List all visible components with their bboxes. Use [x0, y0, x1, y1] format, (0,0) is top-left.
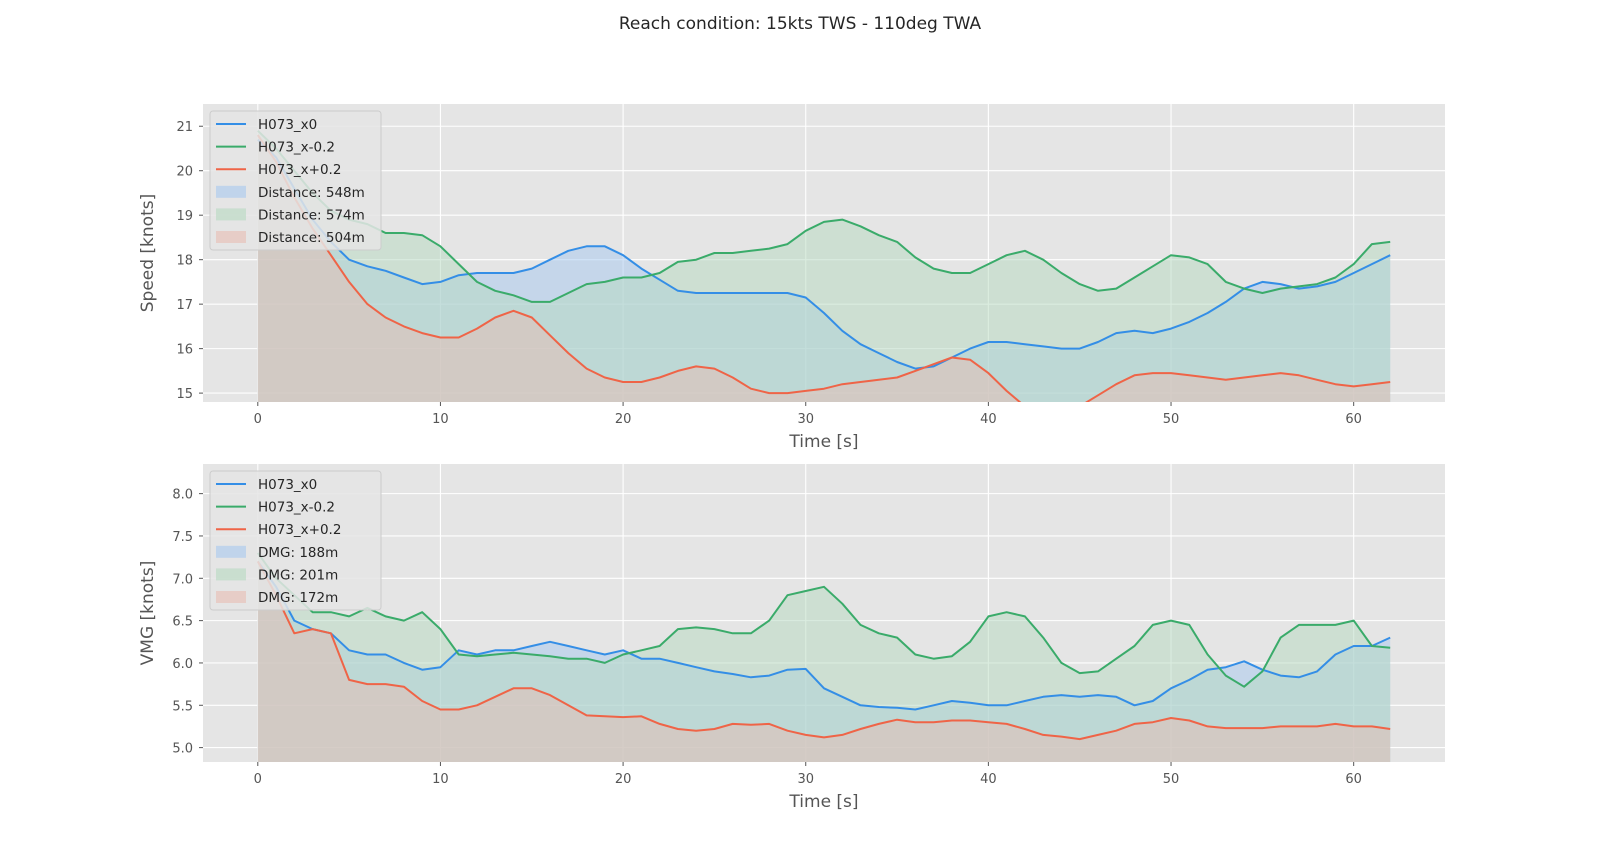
- vmg-series-group: [256, 552, 1391, 762]
- speed-xtick-label: 10: [432, 412, 449, 427]
- vmg-legend-frame: [209, 470, 382, 611]
- vmg-ytick-label: 7.5: [172, 530, 193, 545]
- vmg-legend-swatch-area: [216, 591, 246, 603]
- speed-ytick-label: 15: [176, 387, 193, 402]
- vmg-ytick-label: 6.5: [172, 615, 193, 630]
- vmg-ylabel: VMG [knots]: [138, 561, 158, 666]
- speed-line-2: [256, 134, 1391, 402]
- speed-legend-entry: Distance: 548m: [258, 185, 365, 201]
- speed-ytick-label: 17: [176, 298, 193, 313]
- vmg-ytick-label: 6.0: [172, 657, 193, 672]
- speed-xtick-label: 0: [254, 412, 262, 427]
- speed-line-0: [257, 138, 1391, 370]
- vmg-legend-entry: H073_x-0.2: [258, 500, 335, 516]
- speed-xtick-label: 30: [797, 412, 814, 427]
- speed-xtick-label: 40: [980, 412, 997, 427]
- speed-legend-frame: [209, 110, 382, 251]
- speed-ylabel: Speed [knots]: [138, 194, 158, 313]
- vmg-line-0: [256, 560, 1391, 711]
- vmg-xtick-label: 20: [615, 772, 632, 787]
- vmg-legend-entry: DMG: 172m: [258, 590, 338, 606]
- vmg-line-1: [256, 552, 1391, 688]
- vmg-legend-entry: DMG: 201m: [258, 567, 338, 583]
- speed-series-group: [256, 129, 1391, 402]
- vmg-ytick-label: 5.5: [172, 699, 193, 714]
- vmg-line-2: [256, 560, 1391, 741]
- vmg-xtick-label: 0: [254, 772, 262, 787]
- figure-title: Reach condition: 15kts TWS - 110deg TWA: [618, 14, 982, 34]
- speed-legend-entry: Distance: 504m: [258, 230, 365, 246]
- speed-ytick-label: 20: [176, 165, 193, 180]
- vmg-xtick-label: 10: [432, 772, 449, 787]
- vmg-legend-swatch-area: [216, 568, 246, 581]
- speed-legend-swatch-area: [216, 185, 246, 198]
- vmg-legend: H073_x0 H073_x-0.2 H073_x+0.2 DMG: 188m DMG:…: [209, 470, 382, 611]
- speed-xtick-label: 60: [1345, 412, 1362, 427]
- speed-area-2: [257, 135, 1391, 402]
- vmg-area-2: [257, 561, 1391, 762]
- speed-xlabel: Time [s]: [788, 432, 858, 452]
- vmg-ytick-label: 8.0: [172, 488, 193, 503]
- speed-xtick-label: 50: [1163, 412, 1180, 427]
- speed-legend-entry: H073_x+0.2: [258, 162, 341, 178]
- vmg-xtick-label: 30: [797, 772, 814, 787]
- speed-legend-swatch-area: [216, 208, 246, 221]
- speed-legend: H073_x0 H073_x-0.2 H073_x+0.2 Distance: 548…: [209, 110, 382, 251]
- vmg-legend-entry: H073_x0: [258, 477, 317, 493]
- vmg-ytick-label: 5.0: [172, 742, 193, 757]
- speed-ytick-label: 18: [176, 254, 193, 269]
- speed-ytick-label: 19: [176, 209, 193, 224]
- speed-panel: 0 10 20 30 40 50 60 15 16 17 18 19 20 21 Time [s] Speed…: [138, 104, 1445, 452]
- vmg-xtick-label: 60: [1345, 772, 1362, 787]
- speed-legend-entry: Distance: 574m: [258, 207, 365, 223]
- speed-xtick-label: 20: [615, 412, 632, 427]
- speed-ytick-label: 21: [176, 120, 193, 135]
- speed-line-1: [257, 129, 1391, 303]
- vmg-legend-swatch-area: [216, 545, 246, 558]
- speed-ytick-label: 16: [176, 343, 193, 358]
- vmg-legend-entry: DMG: 188m: [258, 545, 338, 561]
- speed-legend-entry: H073_x0: [258, 117, 317, 133]
- vmg-ytick-label: 7.0: [172, 572, 193, 587]
- vmg-xtick-label: 40: [980, 772, 997, 787]
- vmg-xtick-label: 50: [1163, 772, 1180, 787]
- vmg-panel: 0 10 20 30 40 50 60 5.0 5.5 6.0 6.5 7.0 7.5 8.0 Time […: [138, 464, 1445, 812]
- speed-legend-entry: H073_x-0.2: [258, 140, 335, 156]
- vmg-legend-entry: H073_x+0.2: [258, 522, 341, 538]
- vmg-xlabel: Time [s]: [788, 792, 858, 812]
- speed-legend-swatch-area: [216, 231, 246, 243]
